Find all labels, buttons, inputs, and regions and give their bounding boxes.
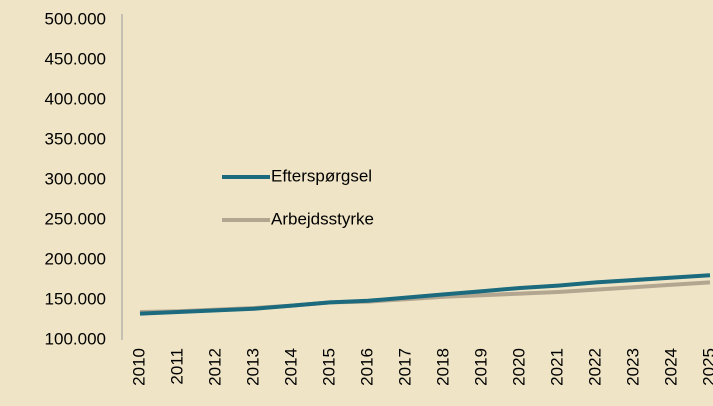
x-tick-label: 2025 [699, 348, 713, 386]
x-tick-label: 2015 [319, 348, 338, 386]
x-tick-label: 2016 [357, 348, 376, 386]
line [139, 273, 711, 316]
x-tick-label: 2023 [623, 348, 642, 386]
y-tick-label: 450.000 [45, 49, 106, 68]
x-tick-label: 2024 [661, 348, 680, 386]
x-tick-label: 2018 [433, 348, 452, 386]
legend-label: Arbejdsstyrke [271, 209, 374, 228]
y-tick-label: 400.000 [45, 89, 106, 108]
x-tick-label: 2012 [205, 348, 224, 386]
y-tick-label: 100.000 [45, 329, 106, 348]
x-tick-label: 2013 [243, 348, 262, 386]
x-tick-label: 2010 [129, 348, 148, 386]
x-tick-label: 2021 [547, 348, 566, 386]
x-tick-label: 2017 [395, 348, 414, 386]
y-tick-label: 200.000 [45, 249, 106, 268]
y-tick-label: 350.000 [45, 129, 106, 148]
y-tick-label: 250.000 [45, 209, 106, 228]
y-tick-label: 300.000 [45, 169, 106, 188]
y-tick-label: 500.000 [45, 9, 106, 28]
y-tick-label: 150.000 [45, 289, 106, 308]
x-tick-label: 2014 [281, 348, 300, 386]
x-tick-label: 2022 [585, 348, 604, 386]
x-tick-label: 2019 [471, 348, 490, 386]
x-tick-label: 2011 [167, 348, 186, 385]
x-tick-label: 2020 [509, 348, 528, 386]
legend-label: Efterspørgsel [271, 166, 372, 185]
